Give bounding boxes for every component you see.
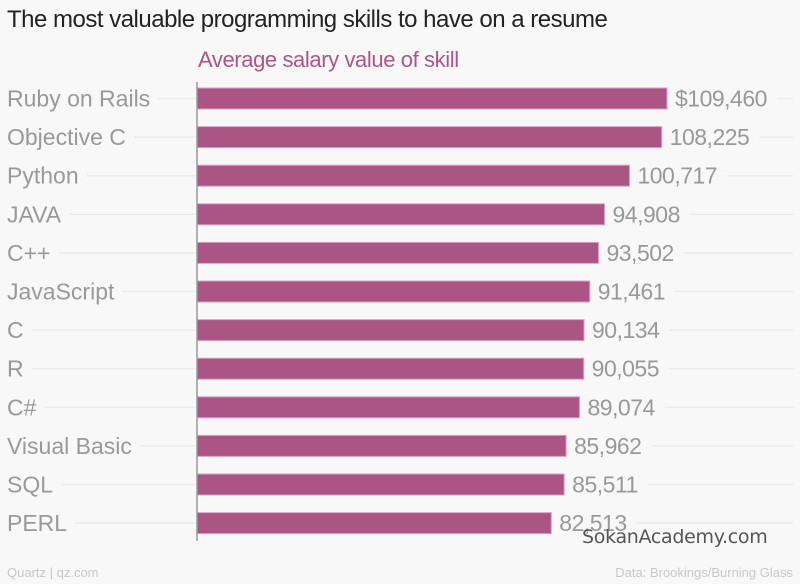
footer-credit: Quartz | qz.com [7, 565, 99, 580]
bar [196, 357, 585, 380]
value-label: 89,074 [587, 394, 655, 420]
bars [196, 87, 668, 535]
bar [196, 87, 668, 110]
value-label: 82,513 [559, 510, 626, 536]
value-label: 91,461 [598, 279, 665, 305]
bar [196, 280, 591, 303]
bar [196, 512, 552, 535]
value-label: 85,962 [574, 433, 641, 459]
value-label: 108,225 [670, 124, 750, 150]
value-label: 94,908 [613, 201, 680, 227]
bar [196, 203, 606, 226]
footer-source: Data: Brookings/Burning Glass [615, 565, 793, 580]
category-label: Objective C [7, 124, 126, 150]
bar [196, 241, 599, 264]
category-label: C++ [7, 240, 50, 266]
bar [196, 396, 580, 419]
category-label: JavaScript [7, 279, 115, 305]
category-label: C [7, 317, 24, 343]
gridlines [31, 97, 793, 524]
value-label: $109,460 [675, 86, 767, 112]
category-label: R [7, 356, 24, 382]
category-label: Python [7, 163, 79, 189]
category-label: JAVA [7, 201, 62, 227]
bar [196, 434, 567, 457]
category-label: Visual Basic [7, 433, 132, 459]
value-label: 93,502 [606, 240, 673, 266]
value-label: 85,511 [572, 472, 638, 498]
bar [196, 126, 663, 149]
category-label: SQL [7, 472, 53, 498]
bar [196, 164, 630, 187]
value-label: 90,134 [592, 317, 660, 343]
value-label: 90,055 [592, 356, 659, 382]
watermark: SokanAcademy.com [582, 526, 768, 548]
labels: Ruby on Rails $109,460 Objective C 108,225 P… [7, 86, 767, 537]
value-label: 100,717 [637, 163, 717, 189]
bar [196, 319, 585, 342]
chart-title: The most valuable programming skills to … [7, 6, 608, 33]
chart-subtitle: Average salary value of skill [198, 47, 459, 72]
category-label: Ruby on Rails [7, 86, 150, 112]
category-label: PERL [7, 510, 67, 536]
bar [196, 473, 565, 496]
category-label: C# [7, 394, 37, 420]
